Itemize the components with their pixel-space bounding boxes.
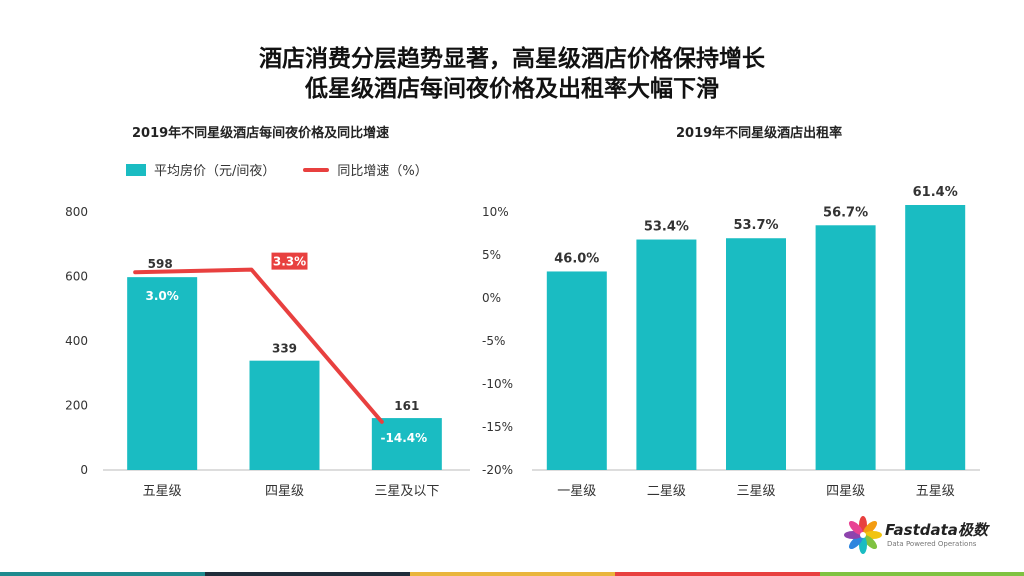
title-line-2: 低星级酒店每间夜价格及出租率大幅下滑 — [305, 76, 719, 102]
right-category-label: 一星级 — [557, 484, 596, 499]
legend-line-swatch — [303, 167, 330, 172]
growth-line — [133, 267, 384, 424]
growth-value-label: 3.3% — [273, 255, 306, 269]
price-value-label: 161 — [394, 399, 419, 413]
legend-bar-swatch — [126, 163, 146, 176]
right-y-tick-label: -15% — [482, 420, 513, 434]
left-category-label: 三星及以下 — [374, 484, 439, 499]
legend-line-label: 同比增速（%） — [337, 164, 428, 179]
right-category-label: 三星级 — [736, 484, 775, 499]
right-y-tick-label: 10% — [482, 205, 509, 219]
occupancy-bar — [546, 271, 607, 470]
left-chart-title: 2019年不同星级酒店每间夜价格及同比增速 — [132, 126, 390, 141]
logo-tagline: Data Powered Operations — [887, 540, 977, 548]
occupancy-value-label: 53.4% — [644, 220, 689, 235]
price-bar — [127, 277, 198, 470]
occupancy-value-label: 46.0% — [554, 251, 599, 266]
right-category-label: 四星级 — [826, 484, 865, 499]
price-value-label: 598 — [148, 257, 173, 271]
left-y-tick-label: 600 — [65, 270, 88, 284]
right-y-tick-label: 0% — [482, 291, 501, 305]
right-chart-title: 2019年不同星级酒店出租率 — [676, 126, 843, 141]
fastdata-logo: Fastdata极数 Data Powered Operations — [843, 515, 1003, 555]
right-y-tick-label: -5% — [482, 334, 505, 348]
growth-value-label: -14.4% — [381, 431, 428, 445]
growth-value-label: 3.0% — [146, 289, 179, 303]
left-category-label: 五星级 — [143, 484, 182, 499]
occupancy-bar — [815, 225, 876, 470]
legend-bar-label: 平均房价（元/间夜） — [154, 164, 276, 179]
growth-label-highlight — [271, 252, 308, 270]
left-y-tick-label: 0 — [80, 463, 88, 477]
left-chart-legend: 平均房价（元/间夜） 同比增速（%） — [126, 160, 428, 179]
flower-logo-icon — [844, 516, 882, 554]
right-category-label: 二星级 — [647, 484, 686, 499]
occupancy-value-label: 56.7% — [823, 205, 868, 220]
occupancy-value-label: 53.7% — [733, 218, 778, 233]
price-value-label: 339 — [272, 342, 297, 356]
left-y-tick-label: 400 — [65, 334, 88, 348]
occupancy-bar — [726, 238, 786, 470]
strip-segment — [205, 572, 410, 576]
title-line-1: 酒店消费分层趋势显著，高星级酒店价格保持增长 — [259, 46, 765, 72]
strip-segment — [0, 572, 205, 576]
occupancy-bar — [905, 205, 966, 470]
page-title: 酒店消费分层趋势显著，高星级酒店价格保持增长 低星级酒店每间夜价格及出租率大幅下… — [0, 44, 1024, 104]
price-bar — [371, 418, 442, 470]
logo-brand: Fastdata极数 — [885, 521, 988, 539]
occupancy-value-label: 61.4% — [913, 185, 958, 200]
strip-segment — [615, 572, 820, 576]
bottom-color-strip — [0, 572, 1024, 576]
right-category-label: 五星级 — [916, 484, 955, 499]
left-y-tick-label: 800 — [65, 205, 88, 219]
right-y-tick-label: 5% — [482, 248, 501, 262]
strip-segment — [410, 572, 615, 576]
occupancy-bar — [636, 239, 697, 470]
left-category-label: 四星级 — [265, 484, 304, 499]
price-bar — [249, 360, 320, 470]
right-y-tick-label: -20% — [482, 463, 513, 477]
left-y-tick-label: 200 — [65, 399, 88, 413]
strip-segment — [820, 572, 1024, 576]
right-y-tick-label: -10% — [482, 377, 513, 391]
